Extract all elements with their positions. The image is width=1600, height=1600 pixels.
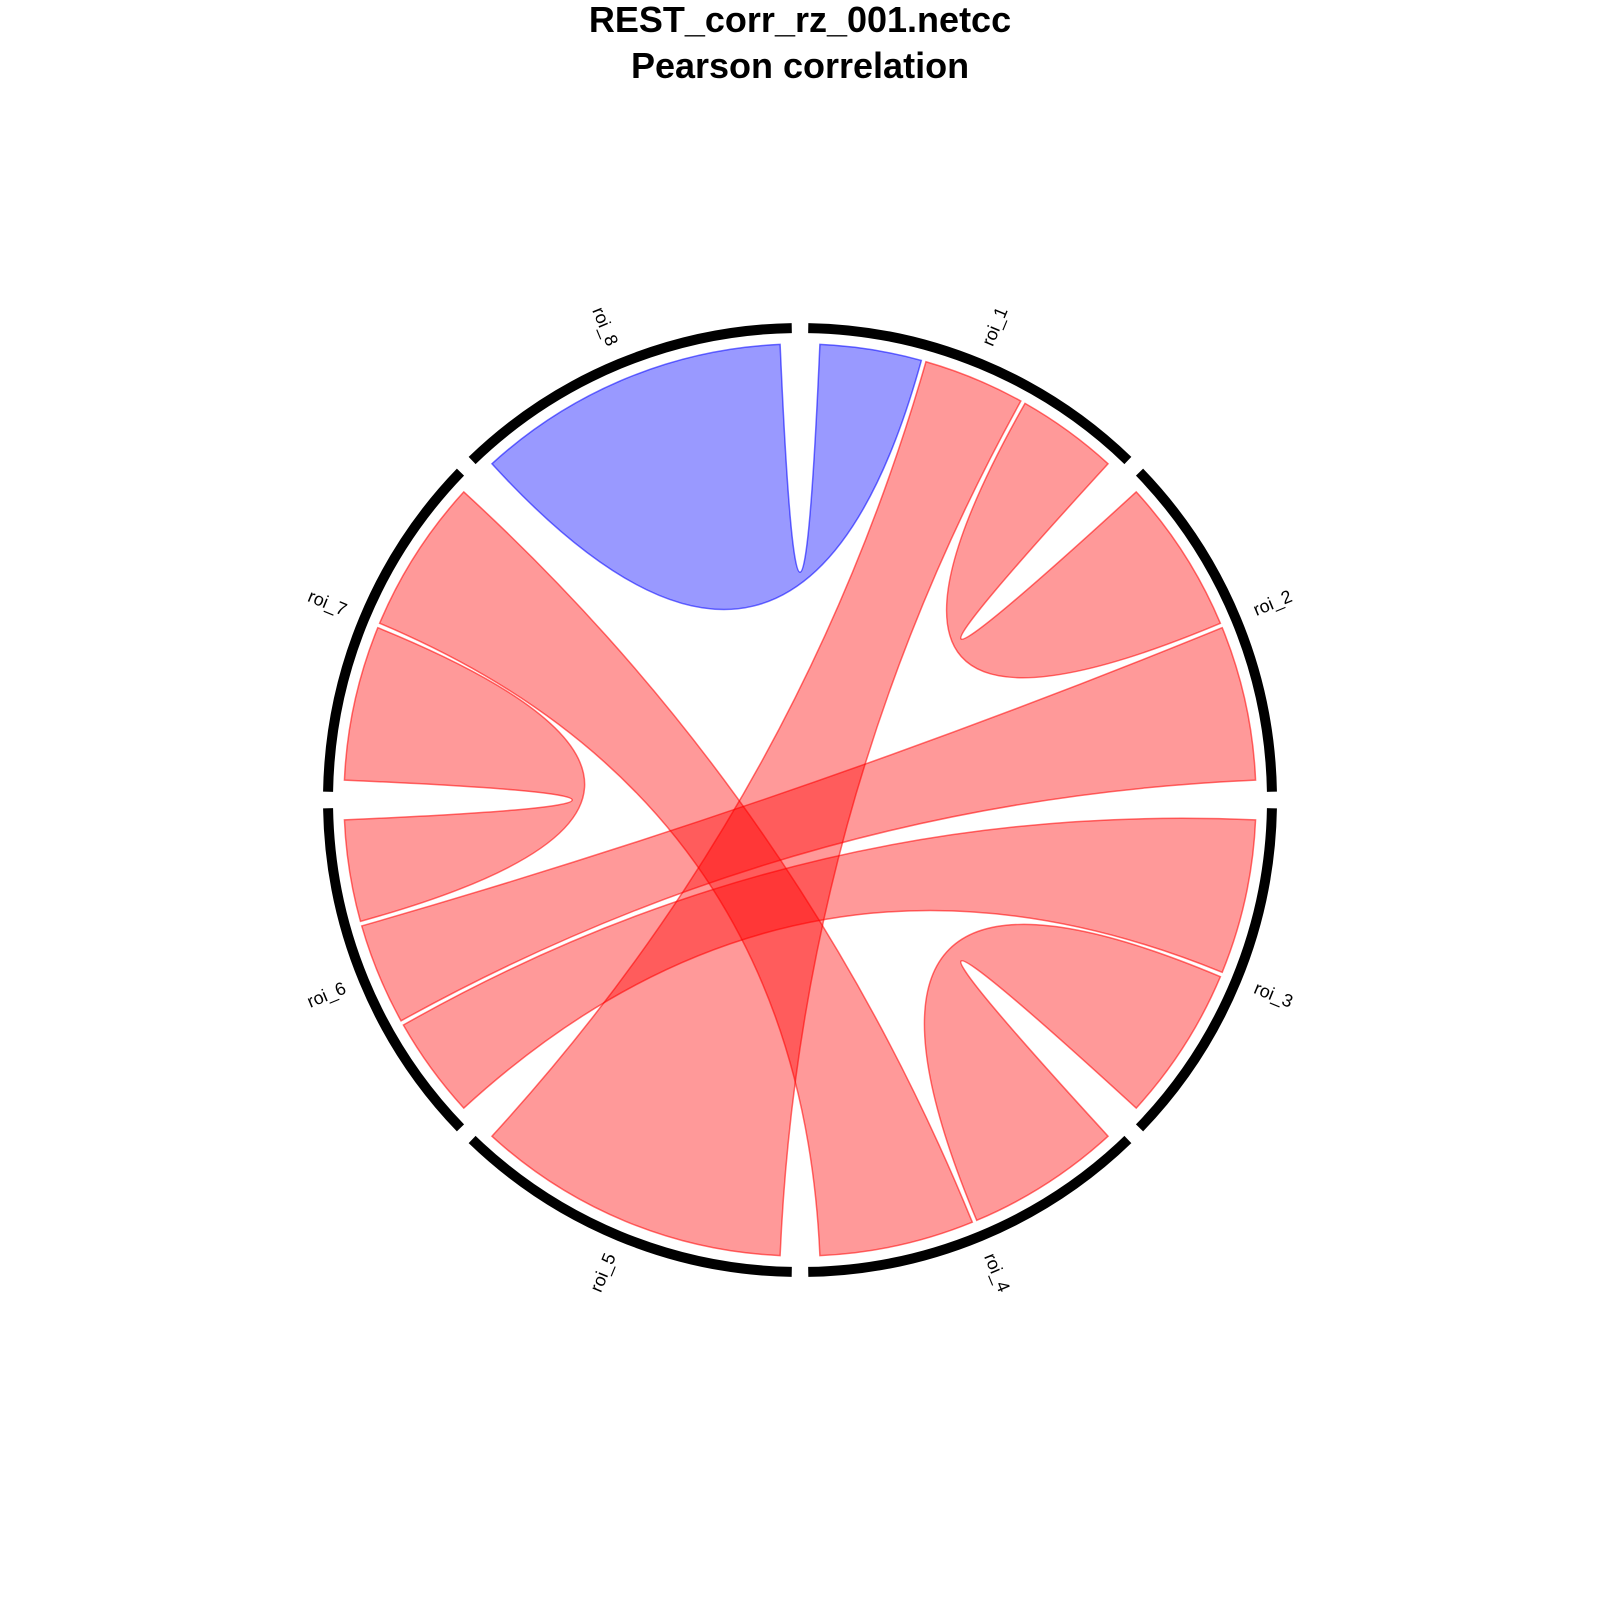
sector-label-roi-7: roi_7 <box>305 586 350 621</box>
chart-title: REST_corr_rz_001.netcc <box>588 0 1012 40</box>
sector-label-roi-8: roi_8 <box>587 304 622 349</box>
sector-label-roi-4: roi_4 <box>979 1250 1014 1295</box>
sector-arc-roi-8 <box>468 323 792 465</box>
link-roi-3-roi-6 <box>402 817 1257 1110</box>
link-roi-4-roi-7 <box>378 490 974 1257</box>
link-roi-1-roi-8 <box>490 343 923 611</box>
sector-label-roi-6: roi_6 <box>304 978 349 1013</box>
sector-label-roi-1: roi_1 <box>978 304 1013 349</box>
sector-label-roi-5: roi_5 <box>586 1250 621 1295</box>
link-roi-2-roi-1 <box>945 402 1222 679</box>
link-roi-2-roi-6 <box>360 626 1257 1022</box>
link-roi-1-roi-5 <box>490 360 1022 1257</box>
sector-label-roi-3: roi_3 <box>1251 978 1296 1013</box>
sector-arc-roi-7 <box>323 468 465 792</box>
links-layer <box>343 343 1257 1257</box>
sector-arc-roi-6 <box>323 808 465 1132</box>
sector-label-roi-2: roi_2 <box>1250 586 1295 621</box>
sector-arc-roi-2 <box>1135 468 1277 792</box>
sector-arc-roi-3 <box>1135 808 1277 1132</box>
link-roi-3-roi-4 <box>923 923 1222 1222</box>
sector-arc-roi-1 <box>808 323 1132 465</box>
link-roi-6-roi-7 <box>343 626 586 923</box>
ring-layer <box>323 323 1277 1277</box>
chart-subtitle: Pearson correlation <box>630 45 970 86</box>
sector-arc-roi-4 <box>808 1135 1132 1277</box>
sector-arc-roi-5 <box>468 1135 792 1277</box>
